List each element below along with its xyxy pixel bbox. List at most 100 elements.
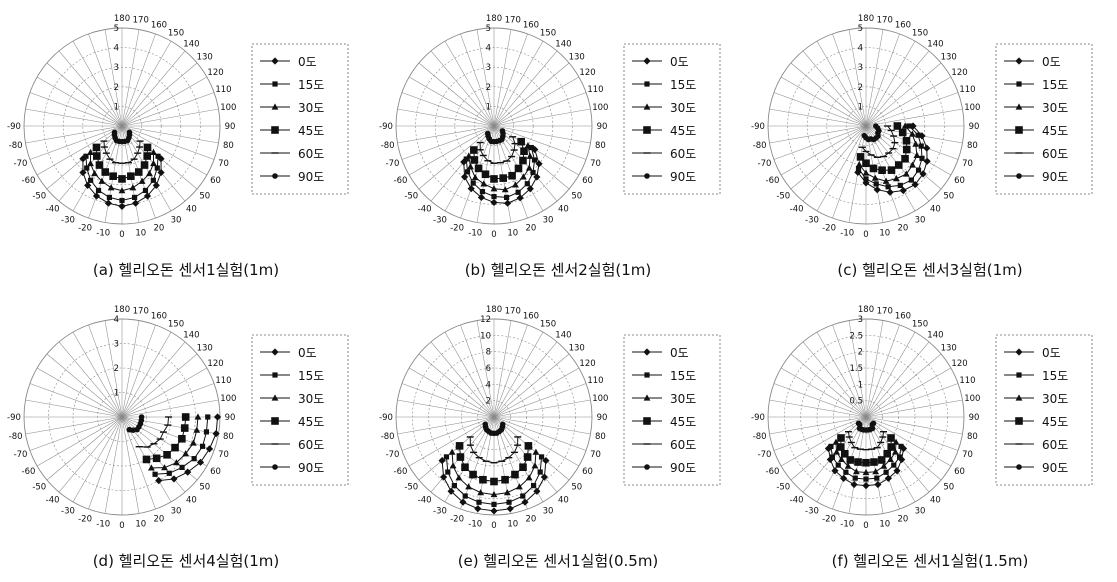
data-point-b-3-2 [474, 164, 483, 173]
grid-spoke-a-290 [29, 125, 123, 160]
radial-tick-a-3: 4 [114, 44, 119, 54]
angle-label-e-17: 170 [505, 307, 521, 317]
grid-spoke-f-200 [832, 324, 867, 418]
data-point-c-1-5 [908, 177, 914, 183]
legend-marker-a-2 [271, 103, 279, 110]
grid-spoke-e-300 [408, 416, 495, 467]
legend-label-e-1: 15도 [670, 369, 696, 383]
data-point-e-1-5 [491, 501, 497, 507]
grid-spoke-b-110 [493, 92, 587, 127]
data-point-e-1-1 [445, 469, 451, 475]
grid-spoke-d-300 [36, 416, 123, 467]
angle-label-f-27: -90 [751, 413, 765, 423]
data-point-e-3-6 [501, 475, 509, 484]
data-point-b-0-4 [490, 198, 498, 207]
series-line-b-1 [465, 147, 536, 198]
angle-label-a-21: -30 [61, 216, 75, 226]
angle-label-e-11: 110 [587, 376, 603, 386]
grid-spoke-f-100 [865, 399, 963, 418]
grid-spoke-e-170 [493, 320, 512, 418]
angle-label-e-25: -70 [386, 450, 400, 460]
caption-d: (d) 헬리오돈 센서4실험(1m) [92, 552, 280, 570]
data-point-b-2-10 [524, 142, 532, 149]
grid-spoke-e-220 [430, 341, 495, 418]
data-point-a-3-8 [140, 161, 149, 169]
angle-label-b-23: -50 [404, 191, 418, 201]
angle-label-f-22: -40 [790, 496, 804, 506]
data-point-c-3-3 [878, 166, 886, 175]
angle-label-e-16: 160 [523, 312, 539, 322]
data-point-b-5-10 [499, 128, 506, 134]
data-point-f-3-7 [877, 456, 886, 464]
grid-spoke-a-210 [72, 40, 123, 127]
grid-spoke-d-240 [36, 367, 123, 418]
data-point-f-2-7 [880, 462, 888, 469]
grid-spoke-e-60 [493, 416, 580, 467]
radial-tick-c-4: 5 [858, 24, 863, 34]
radial-tick-d-3: 4 [114, 315, 119, 325]
legend-marker-e-1 [644, 372, 650, 378]
angle-label-f-13: 130 [941, 344, 957, 354]
legend-marker-c-3 [1015, 126, 1023, 134]
data-point-d-1-0 [152, 471, 158, 477]
data-point-b-1-5 [503, 194, 510, 201]
radial-tick-f-5: 3 [858, 315, 863, 325]
data-point-a-1-6 [131, 194, 138, 201]
angle-label-a-20: -20 [78, 223, 92, 233]
radial-tick-e-3: 8 [486, 348, 491, 358]
legend-marker-c-2 [1015, 103, 1023, 110]
grid-spoke-a-110 [121, 92, 215, 127]
legend-box-b [623, 43, 721, 195]
data-point-d-0-3 [196, 458, 205, 466]
legend-label-a-0: 0도 [298, 55, 317, 69]
grid-spoke-d-330 [72, 416, 123, 503]
angle-label-d-12: 120 [207, 359, 223, 369]
data-point-a-1-0 [83, 153, 89, 159]
data-point-f-2-8 [887, 455, 894, 463]
radial-tick-d-1: 2 [114, 364, 119, 374]
angle-label-a-27: -90 [7, 122, 21, 132]
legend-label-d-4: 60도 [298, 438, 324, 452]
data-point-f-1-2 [835, 462, 841, 468]
angle-label-b-7: 70 [590, 159, 601, 169]
grid-spoke-c-310 [790, 125, 867, 190]
data-point-d-3-4 [178, 434, 186, 443]
angle-label-b-2: 20 [526, 223, 537, 233]
legend-box-f [995, 334, 1093, 486]
angle-label-f-9: 90 [969, 413, 980, 423]
data-point-a-3-4 [109, 172, 117, 180]
data-point-e-0-5 [490, 507, 498, 515]
radial-tick-a-2: 3 [114, 63, 119, 73]
data-point-c-0-6 [919, 170, 927, 178]
grid-spoke-b-310 [418, 125, 495, 190]
grid-spoke-f-160 [865, 324, 900, 418]
angle-label-e-14: 140 [555, 330, 571, 340]
data-point-a-2-7 [138, 177, 146, 184]
legend-label-a-5: 90도 [298, 170, 324, 184]
legend-marker-c-1 [1016, 81, 1022, 87]
data-point-c-2-5 [902, 170, 910, 177]
radial-tick-a-1: 2 [114, 83, 119, 93]
grid-spoke-d-160 [121, 324, 156, 418]
grid-spoke-a-170 [121, 29, 140, 127]
angle-label-d-3: 30 [171, 507, 182, 517]
data-point-c-2-3 [882, 177, 890, 184]
angle-label-f-23: -50 [776, 482, 790, 492]
angle-label-c-15: 150 [912, 28, 928, 38]
angle-label-f-17: 170 [877, 307, 893, 317]
data-point-a-3-7 [134, 168, 143, 176]
angle-label-f-20: -20 [822, 514, 836, 524]
data-point-c-1-1 [863, 176, 869, 182]
data-point-c-1-10 [906, 123, 912, 129]
grid-spoke-f-120 [865, 367, 952, 418]
data-point-f-3-5 [862, 458, 870, 467]
data-point-c-3-9 [898, 128, 907, 137]
grid-spoke-c-250 [773, 92, 867, 127]
data-point-a-2-5 [118, 187, 126, 194]
grid-spoke-b-300 [408, 125, 495, 176]
data-point-f-1-0 [828, 443, 834, 449]
data-point-d-2-2 [173, 459, 180, 466]
data-point-b-3-4 [490, 175, 498, 183]
